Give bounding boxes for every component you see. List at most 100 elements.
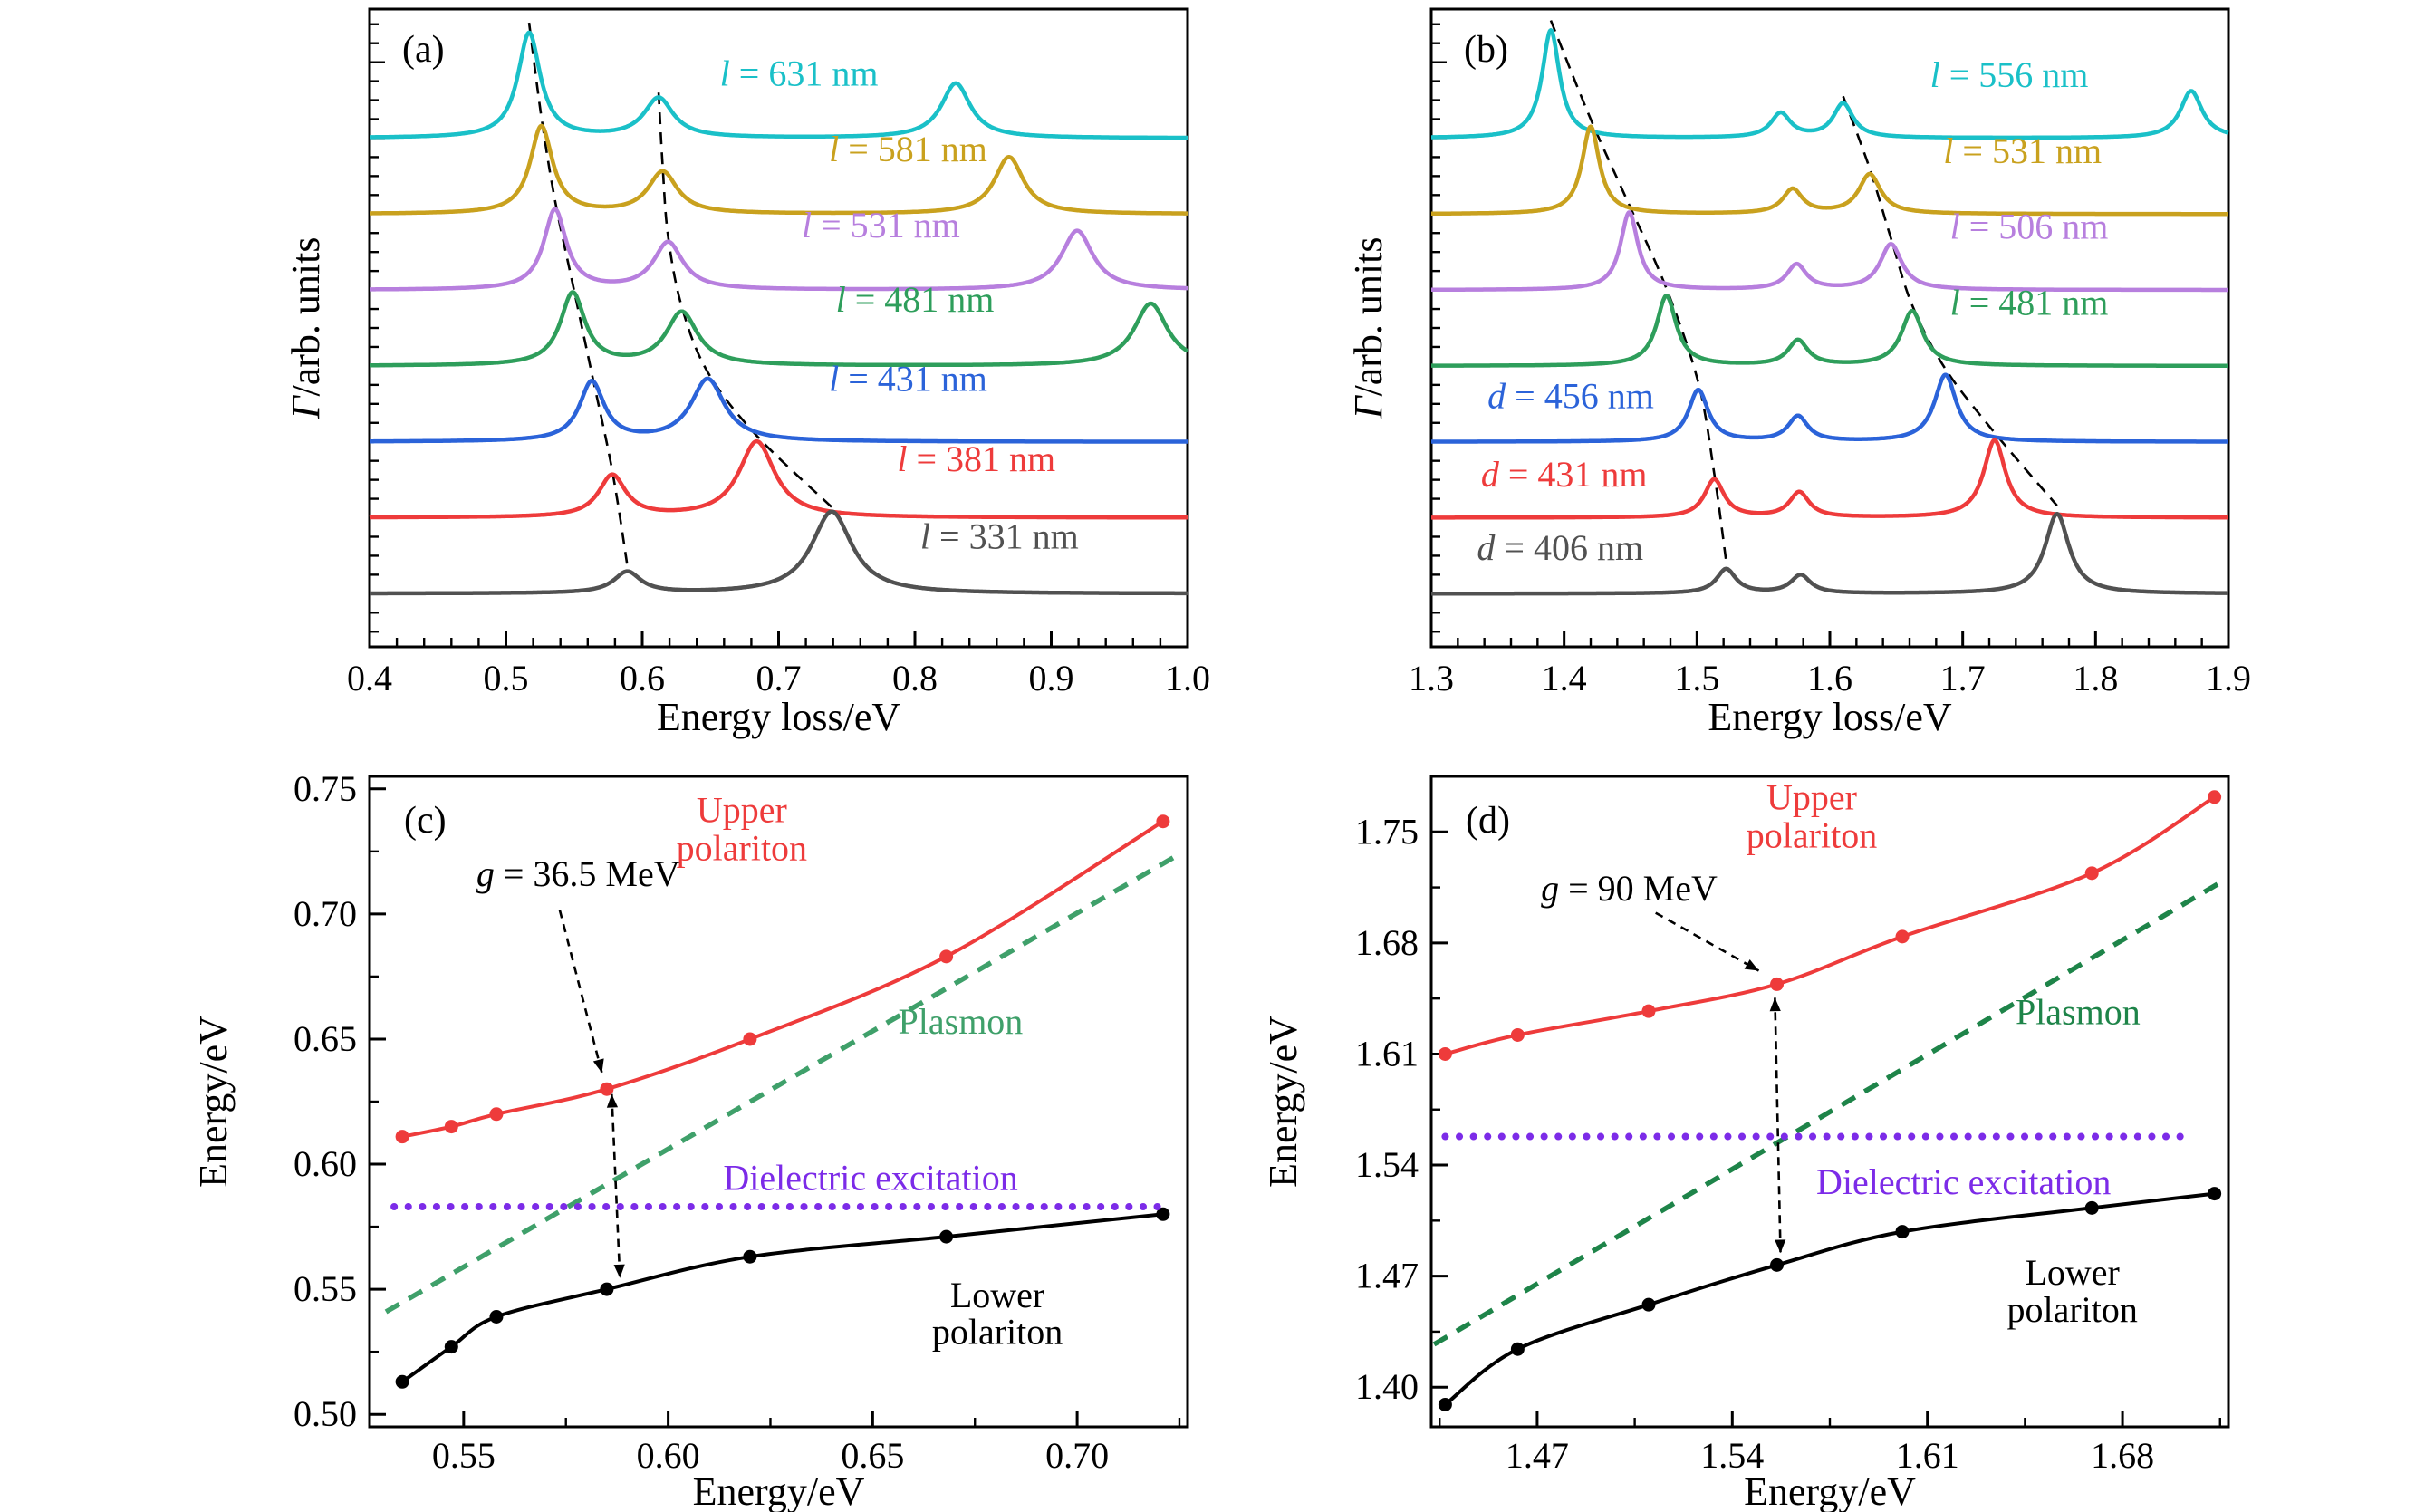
math-rest: = 381 nm <box>907 438 1055 479</box>
y-tick-label: 1.61 <box>1355 1033 1419 1074</box>
curve-label: l = 531 nm <box>1943 130 2102 171</box>
coupling-annotation: g = 90 MeV <box>1541 868 1718 909</box>
math-variable: l <box>720 53 730 94</box>
series-label: polariton <box>677 828 807 869</box>
y-tick-label: 1.75 <box>1355 811 1419 852</box>
upper-polariton-data-point <box>395 1130 409 1144</box>
panel-letter: (b) <box>1464 29 1508 71</box>
x-tick-label: 1.61 <box>1896 1435 1959 1476</box>
spectrum-curve-l-581 <box>368 123 1189 216</box>
y-tick-label: 1.40 <box>1355 1366 1419 1407</box>
x-tick-label: 0.6 <box>620 658 665 698</box>
spectrum-curve-l-381 <box>368 438 1189 520</box>
x-tick-label: 1.9 <box>2206 658 2251 698</box>
curve-label: l = 631 nm <box>720 53 879 94</box>
y-axis-label: Γ/arb. units <box>284 236 328 419</box>
math-rest: = 406 nm <box>1495 527 1643 568</box>
upper-polariton-data-point <box>1510 1027 1525 1042</box>
lower-polariton-data-point <box>1156 1207 1170 1221</box>
panel-c-dispersion-chart: 0.55 0.60 0.65 0.70 Energy/eV 0.50 0.55 0.60 0.6… <box>191 768 1189 1512</box>
peak-trace-dashed-line-1 <box>1549 20 1727 563</box>
curve-label: l = 481 nm <box>836 279 995 320</box>
math-rest: = 531 nm <box>812 205 960 246</box>
x-tick-label: 1.4 <box>1542 658 1587 698</box>
panel-letter: (a) <box>402 29 445 71</box>
lower-polariton-data-point <box>489 1309 504 1324</box>
plasmon-dashed-line <box>1432 879 2225 1347</box>
series-label: Upper <box>1766 776 1857 817</box>
math-rest: = 456 nm <box>1506 376 1654 417</box>
y-axis-label: Energy/eV <box>1261 1016 1305 1188</box>
x-tick-label: 0.4 <box>347 658 392 698</box>
math-variable: l <box>829 359 839 400</box>
upper-polariton-data-point <box>444 1120 458 1134</box>
curve-label: l = 381 nm <box>897 438 1055 479</box>
math-variable: d <box>1481 454 1500 495</box>
x-axis-label: Energy loss/eV <box>1708 695 1951 739</box>
lower-polariton-data-point <box>2208 1187 2222 1201</box>
peak-trace-dashed-line-2 <box>657 92 833 508</box>
y-tick-label: 0.55 <box>294 1268 357 1309</box>
x-tick-label: 1.5 <box>1674 658 1719 698</box>
lower-polariton-data-point <box>444 1340 458 1354</box>
annotation-arrow-line <box>610 1093 621 1278</box>
y-tick-label: 0.75 <box>294 768 357 809</box>
math-variable: l <box>1950 283 1960 323</box>
spectrum-curve-d-456 <box>1429 372 2230 444</box>
math-rest: = 481 nm <box>846 279 995 320</box>
math-rest: = 331 nm <box>930 516 1079 557</box>
math-variable: l <box>829 129 839 169</box>
math-rest: = 531 nm <box>1953 130 2102 171</box>
math-rest: = 431 nm <box>839 359 987 400</box>
series-label: Lower <box>950 1275 1044 1315</box>
arrow-head <box>613 1264 625 1278</box>
math-variable: d <box>1477 527 1496 568</box>
x-tick-label: 0.65 <box>841 1435 904 1476</box>
lower-polariton-data-point <box>600 1282 614 1296</box>
curve-label: l = 431 nm <box>829 359 987 400</box>
lower-polariton-data-point <box>1770 1257 1785 1272</box>
upper-polariton-data-point <box>600 1082 614 1096</box>
math-rest: = 581 nm <box>839 129 987 169</box>
curve-label: l = 481 nm <box>1950 283 2109 323</box>
lower-polariton-data-point <box>395 1374 409 1389</box>
y-tick-label: 0.65 <box>294 1018 357 1059</box>
upper-polariton-data-point <box>489 1107 504 1122</box>
arrow-head <box>606 1093 619 1108</box>
x-tick-label: 1.6 <box>1807 658 1852 698</box>
y-tick-label: 1.68 <box>1355 922 1419 963</box>
lower-polariton-data-point <box>939 1229 954 1244</box>
series-label: Plasmon <box>899 1001 1024 1042</box>
spectrum-curve-l-331 <box>368 509 1189 596</box>
y-tick-label: 0.70 <box>294 893 357 934</box>
lower-polariton-data-point <box>2084 1200 2099 1215</box>
upper-polariton-data-point <box>1641 1004 1656 1018</box>
upper-polariton-data-point <box>743 1032 757 1046</box>
curve-label: d = 456 nm <box>1487 376 1654 417</box>
spectrum-curve-l-531 <box>368 207 1189 292</box>
x-tick-label: 0.70 <box>1045 1435 1109 1476</box>
lower-polariton-data-point <box>1438 1397 1452 1411</box>
x-axis-label: Energy/eV <box>1744 1469 1916 1512</box>
x-tick-label: 1.68 <box>2091 1435 2154 1476</box>
plasmon-dashed-line <box>384 853 1177 1315</box>
math-rest: = 481 nm <box>1960 283 2109 323</box>
y-tick-label: 1.54 <box>1355 1144 1419 1185</box>
math-variable: l <box>836 279 846 320</box>
curve-label: d = 431 nm <box>1481 454 1648 495</box>
math-rest: = 631 nm <box>730 53 879 94</box>
spectrum-curve-l-481 <box>1429 294 2230 368</box>
arrow-head <box>1769 997 1781 1012</box>
series-label: polariton <box>2006 1289 2137 1330</box>
x-tick-label: 0.7 <box>756 658 802 698</box>
x-tick-label: 1.7 <box>1940 658 1986 698</box>
series-label: polariton <box>1747 814 1877 855</box>
curve-label: l = 331 nm <box>920 516 1079 557</box>
annotation-arrow-line <box>558 910 603 1074</box>
annotation-arrow-line <box>1774 997 1782 1254</box>
upper-polariton-data-point <box>2084 866 2099 881</box>
spectrum-curve-l-556 <box>1429 28 2230 140</box>
x-tick-label: 1.47 <box>1506 1435 1569 1476</box>
spectrum-curve-d-431 <box>1429 438 2230 520</box>
